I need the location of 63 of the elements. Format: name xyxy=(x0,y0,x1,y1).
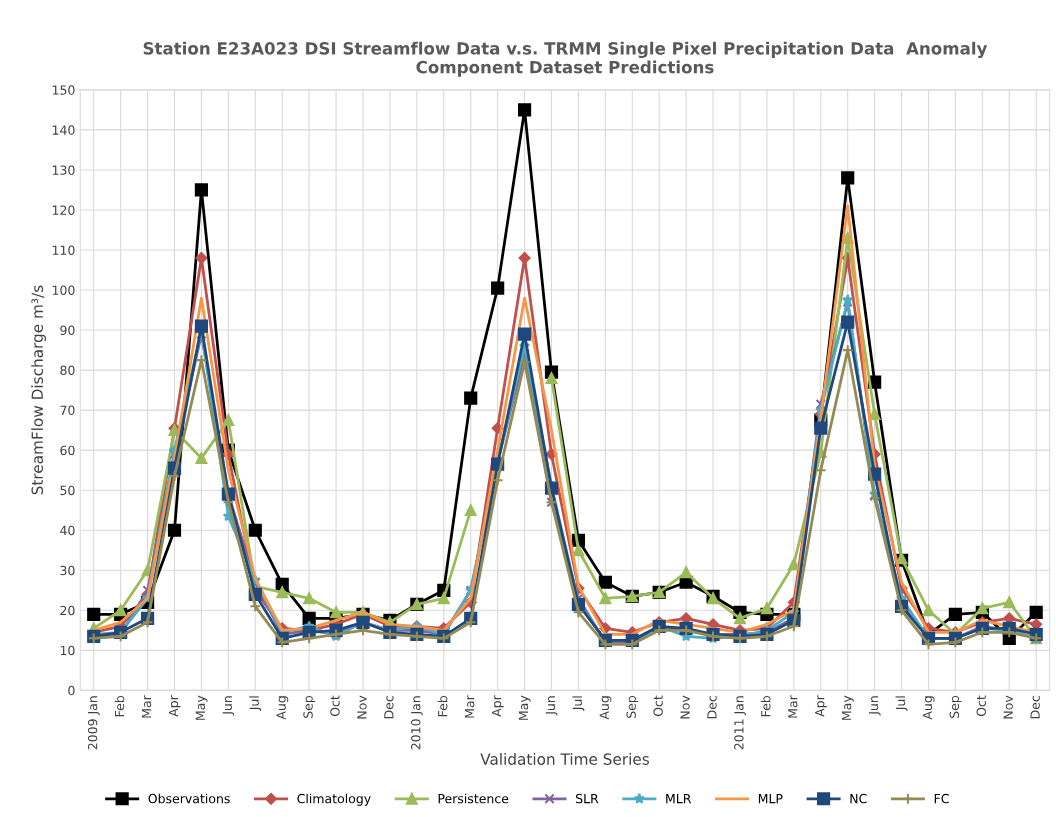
x-tick-label: 2010 Jan xyxy=(411,696,423,750)
x-tick-label: Sep xyxy=(949,695,962,718)
x-tick-label: Oct xyxy=(653,695,663,717)
x-tick-label: Aug xyxy=(276,696,289,720)
chart-title: Station E23A023 DSI Streamflow Data v.s. TRMM Single Pixel Precipitation Data Anomaly Component Dataset Predictions xyxy=(143,41,988,77)
x-tick-label: Nov xyxy=(1003,695,1013,719)
x-tick-label: Jul xyxy=(572,696,585,711)
y-tick-label: 90 xyxy=(60,325,75,335)
legend-label: SLR xyxy=(575,793,599,804)
x-tick-label: Sep xyxy=(303,695,316,718)
x-tick-label: Mar xyxy=(465,695,475,718)
y-tick-label: 60 xyxy=(60,445,75,456)
x-tick-label: Aug xyxy=(922,696,935,720)
x-tick-label: Apr xyxy=(491,695,504,717)
x-tick-label: Dec xyxy=(1030,696,1040,719)
x-tick-label: Feb xyxy=(760,695,771,717)
x-tick-label: Apr xyxy=(168,695,181,717)
x-tick-label: Nov xyxy=(680,695,690,719)
x-tick-label: Aug xyxy=(599,696,612,720)
y-tick-label: 80 xyxy=(60,365,75,376)
x-tick-label: Apr xyxy=(815,695,827,717)
x-tick-label: 2009 Jan xyxy=(87,696,100,750)
x-tick-label: Dec xyxy=(384,696,394,719)
x-tick-label: Oct xyxy=(330,695,340,717)
y-tick-label: 10 xyxy=(60,645,75,656)
legend-label: Observations xyxy=(148,793,230,804)
y-tick-label: 140 xyxy=(52,125,75,135)
y-tick-label: 40 xyxy=(60,525,75,536)
y-axis-title: StreamFlow Discharge m³/s xyxy=(31,285,46,495)
x-tick-label: May xyxy=(518,695,531,720)
y-tick-label: 20 xyxy=(60,605,75,616)
x-tick-label: Mar xyxy=(141,695,152,718)
x-tick-label: Oct xyxy=(976,695,986,717)
legend-label: FC xyxy=(934,793,949,804)
x-tick-label: Mar xyxy=(788,695,798,718)
y-tick-label: 130 xyxy=(52,165,75,175)
y-tick-label: 70 xyxy=(60,405,75,416)
legend-label: Climatology xyxy=(297,793,371,806)
legend-label: NC xyxy=(850,793,867,804)
x-tick-label: Jun xyxy=(545,696,558,716)
x-tick-label: May xyxy=(842,695,854,720)
y-tick-label: 150 xyxy=(52,85,75,95)
x-tick-label: Feb xyxy=(437,695,448,717)
y-tick-label: 100 xyxy=(52,285,75,295)
y-tick-label: 110 xyxy=(52,245,75,255)
x-tick-label: Dec xyxy=(707,696,717,719)
x-tick-label: May xyxy=(195,695,208,720)
x-tick-label: Jun xyxy=(868,696,881,716)
legend-label: MLP xyxy=(758,794,783,804)
y-tick-label: 0 xyxy=(68,685,75,696)
x-tick-label: Jun xyxy=(222,696,235,716)
x-tick-label: Jul xyxy=(249,696,262,711)
x-axis-title: Validation Time Series xyxy=(480,753,649,765)
y-tick-label: 30 xyxy=(60,565,75,576)
x-tick-label: Nov xyxy=(357,695,367,719)
y-tick-label: 120 xyxy=(52,205,75,215)
legend-label: Persistence xyxy=(438,793,509,804)
y-tick-label: 50 xyxy=(60,485,75,496)
x-tick-label: 2011 Jan xyxy=(734,696,746,750)
x-tick-label: Jul xyxy=(895,696,908,711)
x-tick-label: Feb xyxy=(114,695,125,717)
x-tick-label: Sep xyxy=(626,695,639,718)
legend-label: MLR xyxy=(666,794,692,804)
